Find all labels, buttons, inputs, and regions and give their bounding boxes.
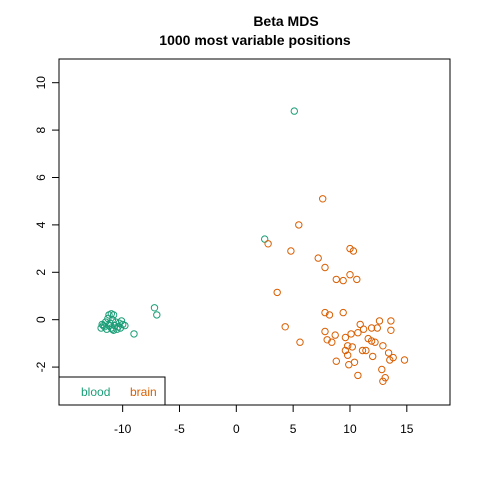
brain-point-35 <box>344 342 352 350</box>
blood-point-12 <box>98 320 106 329</box>
brain-point-19 <box>367 324 376 332</box>
blood-point-4 <box>130 330 138 338</box>
legend-entry-blood: blood <box>81 385 110 399</box>
x-tick-label-0: -10 <box>114 422 132 436</box>
brain-point-3 <box>287 247 295 255</box>
brain-point-15 <box>339 308 347 317</box>
legend: blood brain <box>58 376 166 406</box>
blood-point-1 <box>261 235 269 243</box>
brain-point-45 <box>386 356 394 364</box>
brain-point-52 <box>381 374 389 382</box>
brain-point-38 <box>358 346 367 355</box>
brain-point-49 <box>345 361 353 369</box>
brain-point-33 <box>328 338 336 346</box>
brain-point-28 <box>387 326 395 334</box>
brain-point-25 <box>354 329 362 337</box>
x-tick-label-4: 10 <box>343 422 357 436</box>
brain-point-51 <box>354 371 362 380</box>
brain-point-18 <box>387 317 395 325</box>
brain-point-2 <box>264 240 272 248</box>
blood-point-11 <box>112 318 120 326</box>
brain-point-46 <box>400 356 409 364</box>
brain-point-8 <box>346 271 354 279</box>
y-tick-label-4: 6 <box>34 174 48 181</box>
brain-point-32 <box>323 336 331 344</box>
brain-point-47 <box>332 357 340 365</box>
brain-point-39 <box>362 346 370 355</box>
blood-point-27 <box>108 325 117 333</box>
chart-subtitle: 1000 most variable positions <box>159 32 351 48</box>
x-tick-label-5: 15 <box>400 422 414 436</box>
blood-point-22 <box>109 326 118 334</box>
x-tick-label-3: 5 <box>290 422 297 436</box>
brain-point-7 <box>349 247 358 255</box>
brain-point-40 <box>379 342 387 350</box>
y-tick-label-0: -2 <box>34 361 48 372</box>
y-tick-label-3: 4 <box>34 221 48 228</box>
brain-point-26 <box>331 331 339 339</box>
blood-point-17 <box>100 323 109 331</box>
blood-point-3 <box>153 311 161 319</box>
y-tick-label-2: 2 <box>34 269 48 276</box>
x-tick-label-1: -5 <box>174 422 185 436</box>
brain-point-53 <box>379 377 387 385</box>
x-tick-label-2: 0 <box>233 422 240 436</box>
y-tick-label-1: 0 <box>34 316 48 323</box>
brain-point-11 <box>339 276 347 285</box>
y-tick-label-6: 10 <box>34 76 48 90</box>
brain-point-14 <box>325 311 334 319</box>
data-points <box>97 107 409 385</box>
blood-point-19 <box>107 324 116 332</box>
blood-point-7 <box>109 311 118 319</box>
brain-point-50 <box>378 365 386 374</box>
brain-point-34 <box>296 338 304 346</box>
brain-point-10 <box>332 275 340 284</box>
y-tick-label-5: 8 <box>34 126 48 133</box>
brain-point-42 <box>344 351 352 359</box>
brain-point-21 <box>359 325 368 333</box>
blood-point-2 <box>150 304 159 312</box>
brain-point-30 <box>367 337 376 345</box>
plot-frame <box>58 58 451 406</box>
brain-point-4 <box>314 254 322 262</box>
legend-entry-brain: brain <box>130 385 157 399</box>
brain-point-16 <box>356 320 364 329</box>
brain-point-37 <box>341 346 350 355</box>
brain-point-20 <box>373 324 381 332</box>
brain-point-0 <box>319 195 327 203</box>
brain-point-13 <box>321 308 329 317</box>
blood-point-28 <box>117 317 126 325</box>
brain-point-5 <box>321 263 329 272</box>
blood-point-18 <box>97 324 105 332</box>
brain-point-36 <box>348 343 356 351</box>
brain-point-17 <box>375 317 384 325</box>
brain-point-12 <box>273 288 281 297</box>
brain-point-43 <box>369 352 377 361</box>
brain-point-22 <box>281 323 289 331</box>
brain-point-27 <box>341 333 350 342</box>
blood-point-26 <box>99 321 108 330</box>
blood-point-0 <box>290 107 298 115</box>
brain-point-24 <box>347 330 355 338</box>
brain-point-31 <box>371 338 379 346</box>
brain-point-41 <box>384 349 393 357</box>
brain-point-23 <box>321 327 329 336</box>
blood-point-29 <box>121 321 129 330</box>
brain-point-9 <box>353 275 361 284</box>
chart-title: Beta MDS <box>253 13 318 29</box>
brain-point-1 <box>295 221 303 229</box>
blood-point-8 <box>104 314 112 323</box>
